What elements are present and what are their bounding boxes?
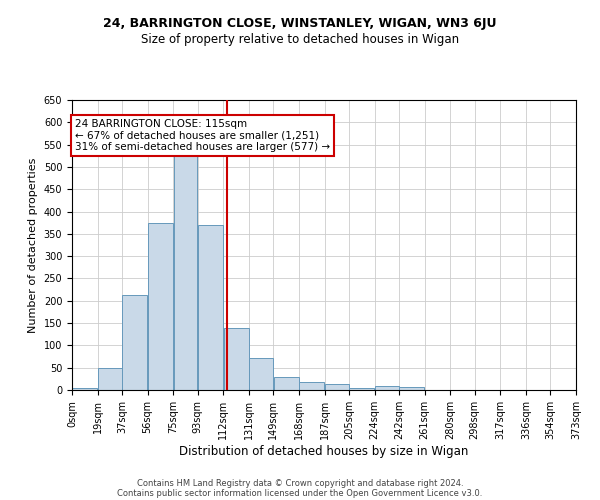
- Bar: [98, 368, 122, 390]
- Bar: [249, 358, 273, 390]
- Text: 24, BARRINGTON CLOSE, WINSTANLEY, WIGAN, WN3 6JU: 24, BARRINGTON CLOSE, WINSTANLEY, WIGAN,…: [103, 18, 497, 30]
- Bar: [299, 382, 325, 390]
- X-axis label: Distribution of detached houses by size in Wigan: Distribution of detached houses by size …: [179, 444, 469, 458]
- Bar: [349, 388, 374, 390]
- Bar: [72, 388, 97, 390]
- Bar: [325, 384, 349, 390]
- Bar: [122, 296, 148, 390]
- Text: Size of property relative to detached houses in Wigan: Size of property relative to detached ho…: [141, 32, 459, 46]
- Text: Contains public sector information licensed under the Open Government Licence v3: Contains public sector information licen…: [118, 488, 482, 498]
- Bar: [274, 376, 299, 390]
- Y-axis label: Number of detached properties: Number of detached properties: [28, 158, 38, 332]
- Text: 24 BARRINGTON CLOSE: 115sqm
← 67% of detached houses are smaller (1,251)
31% of : 24 BARRINGTON CLOSE: 115sqm ← 67% of det…: [75, 118, 330, 152]
- Text: Contains HM Land Registry data © Crown copyright and database right 2024.: Contains HM Land Registry data © Crown c…: [137, 478, 463, 488]
- Bar: [375, 386, 399, 390]
- Bar: [399, 387, 424, 390]
- Bar: [224, 328, 249, 390]
- Bar: [173, 147, 197, 390]
- Bar: [198, 225, 223, 390]
- Bar: [148, 222, 173, 390]
